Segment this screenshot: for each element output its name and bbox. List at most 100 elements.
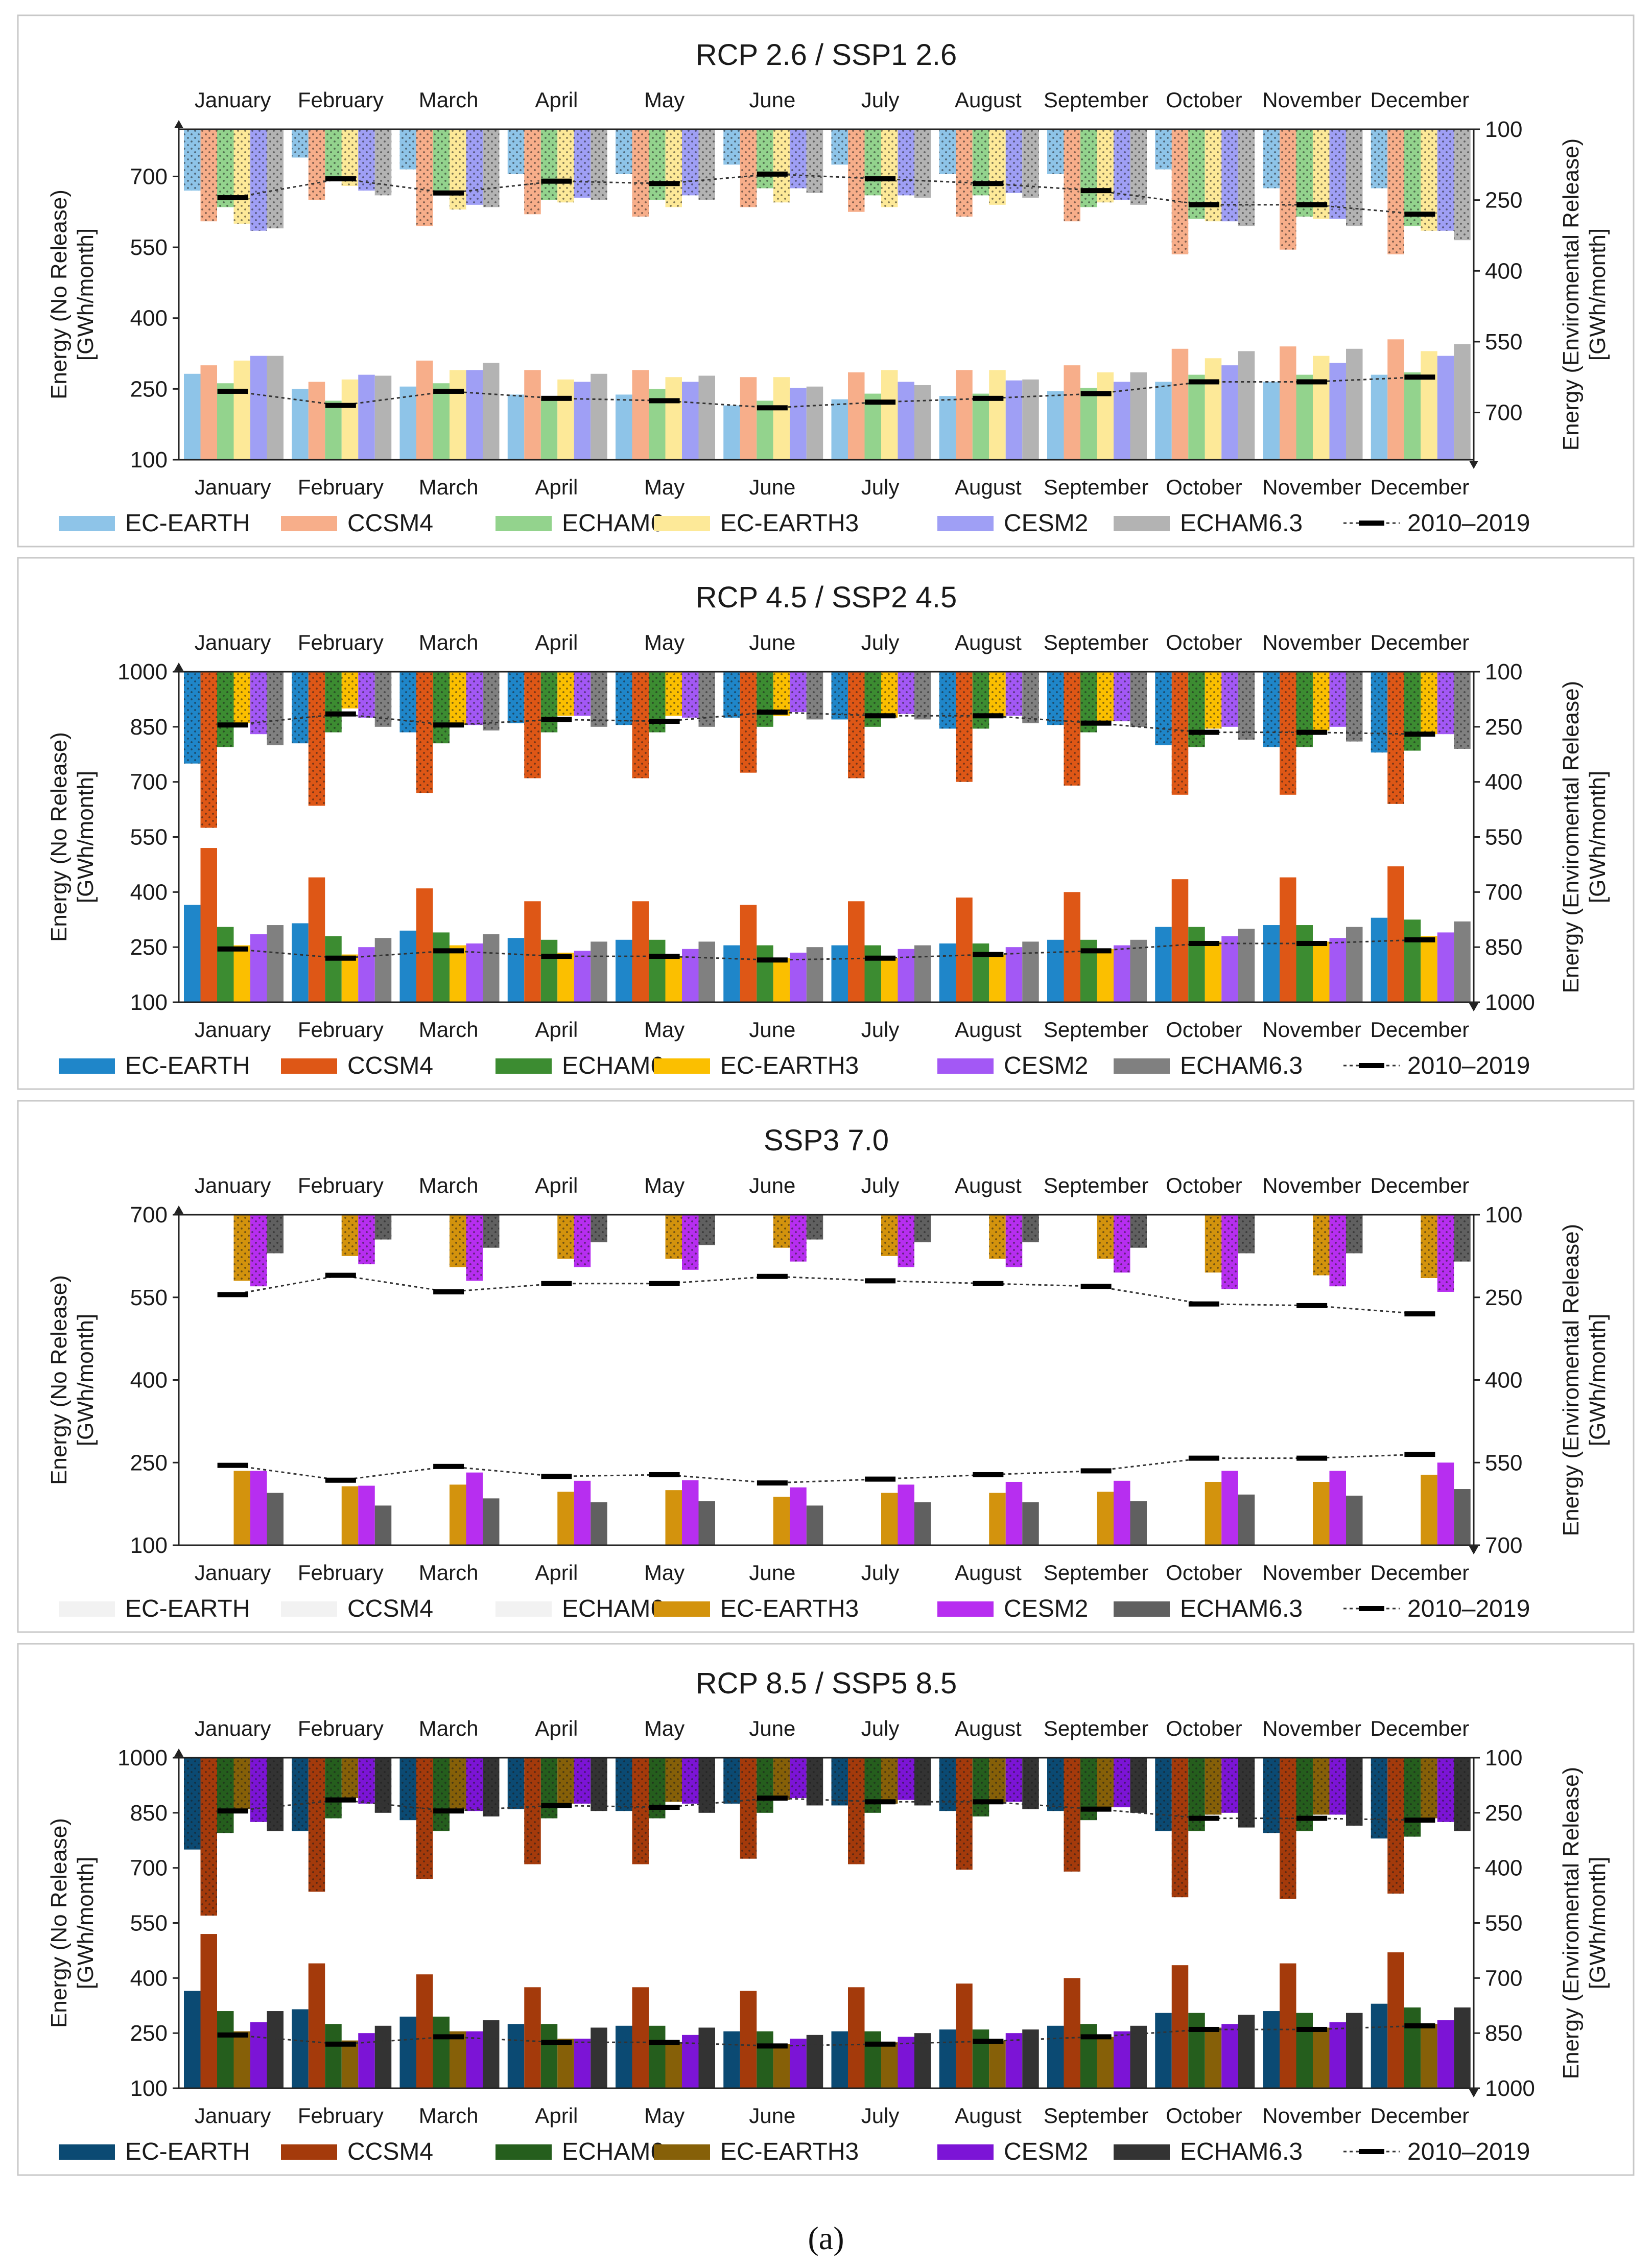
baseline-env-release-marker (217, 722, 248, 728)
baseline-no-release-marker (541, 1474, 572, 1479)
bar-no-release (374, 938, 392, 1002)
legend-label: CCSM4 (347, 1595, 433, 1622)
legend-baseline-marker (1359, 2149, 1384, 2154)
bar-no-release (881, 958, 898, 1002)
bar-env-release-hatch (1238, 672, 1255, 740)
bar-no-release (864, 2031, 881, 2088)
bar-env-release-hatch (881, 1758, 898, 1804)
bar-no-release (450, 1484, 466, 1545)
baseline-env-release-marker (1080, 188, 1112, 194)
bar-no-release (341, 954, 359, 1002)
bar-no-release (1421, 936, 1437, 1002)
right-tick-label: 550 (1485, 825, 1522, 850)
legend-swatch (654, 1058, 710, 1074)
bar-no-release (591, 941, 607, 1002)
y-axis-title-left: Energy (No Release)[GWh/month] (46, 732, 98, 942)
legend-swatch (937, 2144, 994, 2160)
bar-env-release-hatch (233, 1758, 250, 1809)
bar-no-release (416, 1974, 433, 2088)
bar-no-release (649, 939, 666, 1002)
baseline-no-release-marker (1404, 1452, 1435, 1457)
month-label-top: April (535, 1173, 578, 1197)
bar-no-release (450, 370, 466, 460)
month-label-bottom: November (1262, 1561, 1361, 1585)
bar-no-release (1238, 929, 1255, 1002)
bar-env-release-hatch (1346, 1215, 1363, 1254)
bar-env-release-hatch (574, 672, 591, 716)
month-label-bottom: January (195, 1018, 271, 1042)
bar-env-release-hatch (848, 129, 865, 212)
left-tick-label: 700 (130, 1202, 168, 1227)
bar-no-release (898, 1484, 914, 1545)
bar-no-release (698, 941, 715, 1002)
bar-env-release-hatch (1005, 129, 1023, 193)
month-label-top: May (644, 88, 685, 112)
y-axis-title-left-line: [GWh/month] (73, 1314, 98, 1446)
bar-env-release-hatch (773, 672, 790, 716)
bar-no-release (591, 1502, 607, 1545)
month-label-top: November (1262, 630, 1361, 654)
month-label-top: March (419, 88, 479, 112)
bar-env-release-hatch (308, 1758, 325, 1892)
bar-no-release (1171, 1965, 1189, 2088)
month-label-bottom: April (535, 1561, 578, 1585)
month-label-top: August (955, 630, 1022, 654)
baseline-env-release-marker (541, 717, 572, 722)
bar-no-release (698, 2027, 715, 2088)
bar-env-release-hatch (374, 1758, 392, 1813)
bar-env-release-hatch (466, 672, 483, 725)
bar-env-release-hatch (972, 672, 989, 729)
panel-border (17, 1643, 1635, 2176)
bar-env-release-hatch (557, 1758, 574, 1804)
bar-env-release-hatch (591, 129, 607, 200)
bar-no-release (989, 2040, 1006, 2088)
month-label-bottom: November (1262, 475, 1361, 499)
right-tick-label: 100 (1485, 659, 1522, 684)
baseline-no-release-marker (433, 388, 464, 394)
legend-swatch (937, 1058, 994, 1074)
legend-baseline-marker (1359, 1063, 1384, 1068)
bar-no-release (1064, 892, 1080, 1002)
bar-no-release (1387, 339, 1404, 460)
bar-env-release-hatch (989, 1758, 1006, 1804)
baseline-env-release-marker (1080, 1806, 1112, 1812)
bar-no-release (1346, 927, 1363, 1002)
bar-no-release (790, 388, 807, 460)
left-tick-label: 400 (130, 880, 168, 905)
bar-env-release-hatch (1171, 129, 1189, 254)
bar-no-release (1114, 1480, 1130, 1545)
bar-env-release-hatch (989, 672, 1006, 718)
bar-env-release-hatch (1047, 1758, 1064, 1811)
bar-no-release (200, 848, 217, 1002)
baseline-env-release-marker (541, 178, 572, 184)
bar-env-release-hatch (806, 129, 823, 193)
legend-swatch (281, 2144, 337, 2160)
bar-no-release (914, 945, 931, 1002)
bar-env-release-hatch (557, 1215, 574, 1259)
chart-title: RCP 2.6 / SSP1 2.6 (696, 38, 957, 72)
left-tick-label: 550 (130, 1285, 168, 1310)
bar-env-release-hatch (740, 1758, 757, 1859)
bar-no-release (1188, 2013, 1205, 2088)
bar-env-release-hatch (450, 672, 466, 725)
legend-baseline-marker (1359, 1606, 1384, 1611)
legend-swatch (654, 2144, 710, 2160)
bar-env-release-hatch (914, 672, 931, 720)
bar-no-release (1047, 939, 1064, 1002)
right-tick-label: 850 (1485, 935, 1522, 960)
baseline-no-release-line (232, 2025, 1420, 2047)
month-label-bottom: August (955, 1561, 1022, 1585)
baseline-no-release-marker (757, 2043, 788, 2049)
bar-no-release (267, 925, 284, 1002)
y-axis-title-left: Energy (No Release)[GWh/month] (46, 1818, 98, 2028)
month-label-top: October (1166, 88, 1242, 112)
bar-env-release-hatch (831, 672, 848, 720)
bar-no-release (200, 1934, 217, 2088)
baseline-no-release-line (232, 1453, 1420, 1484)
bar-no-release (374, 2025, 392, 2088)
legend-swatch (937, 1601, 994, 1617)
legend-label: CCSM4 (347, 1052, 433, 1079)
bar-no-release (540, 939, 558, 1002)
legend-swatch (59, 1058, 115, 1074)
month-label-bottom: September (1044, 2104, 1148, 2128)
